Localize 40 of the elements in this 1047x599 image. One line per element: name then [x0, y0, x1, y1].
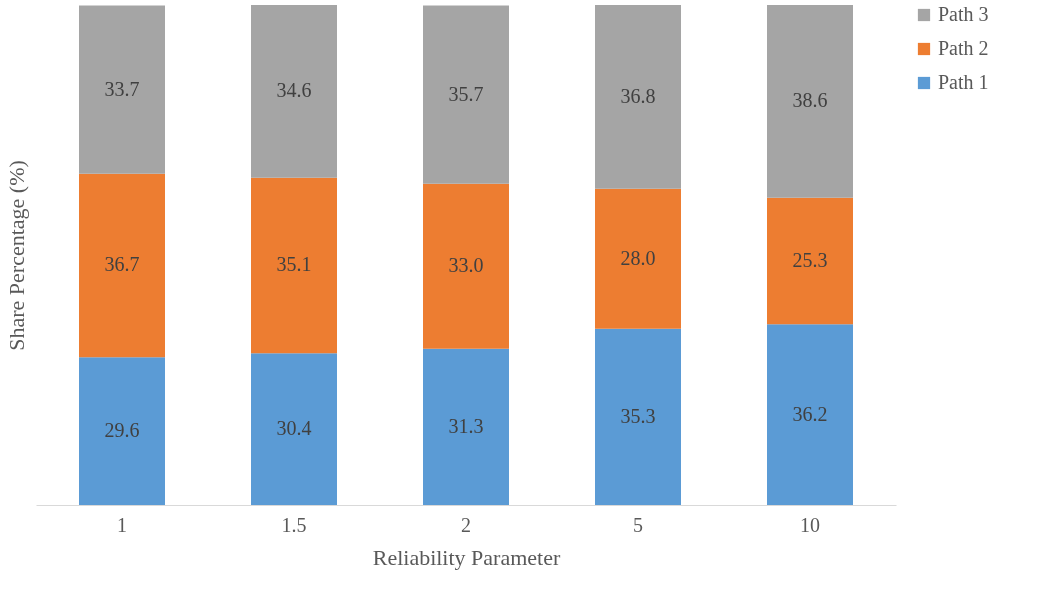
data-label: 33.7: [104, 77, 140, 100]
legend-label: Path 3: [938, 3, 989, 25]
bar: [423, 5, 509, 184]
legend-label: Path 1: [938, 71, 989, 93]
bar: [595, 5, 681, 189]
data-label: 36.7: [104, 253, 140, 276]
x-tick-label: 2: [461, 513, 471, 536]
data-label: 36.8: [620, 84, 656, 107]
x-tick-label: 5: [633, 513, 643, 536]
bar: [251, 353, 337, 505]
bar: [767, 5, 853, 198]
data-label: 31.3: [448, 414, 484, 437]
bar: [595, 188, 681, 329]
data-label: 35.3: [620, 404, 656, 427]
bar: [251, 177, 337, 354]
data-label: 38.6: [792, 89, 828, 112]
bar: [767, 324, 853, 505]
data-label: 36.2: [792, 402, 828, 425]
y-axis-title: Share Percentage (%): [3, 160, 29, 351]
data-label: 28.0: [620, 246, 656, 269]
bar: [423, 183, 509, 349]
bar: [767, 197, 853, 325]
x-axis-title: Reliability Parameter: [372, 544, 561, 570]
data-label: 29.6: [104, 419, 140, 442]
data-label: 25.3: [792, 248, 828, 271]
bar: [423, 348, 509, 505]
bar: [595, 328, 681, 505]
bar: [79, 5, 165, 174]
x-tick-label: 10: [800, 513, 820, 536]
data-label: 35.1: [276, 253, 312, 276]
data-label: 34.6: [276, 79, 312, 102]
data-label: 30.4: [276, 417, 312, 440]
bar: [79, 357, 165, 505]
data-label: 33.0: [448, 254, 484, 277]
bar: [251, 5, 337, 178]
bar: [79, 173, 165, 358]
x-tick-label: 1.5: [281, 513, 307, 536]
legend-label: Path 2: [938, 37, 989, 59]
data-label: 35.7: [448, 82, 484, 105]
x-tick-label: 1: [117, 513, 127, 536]
